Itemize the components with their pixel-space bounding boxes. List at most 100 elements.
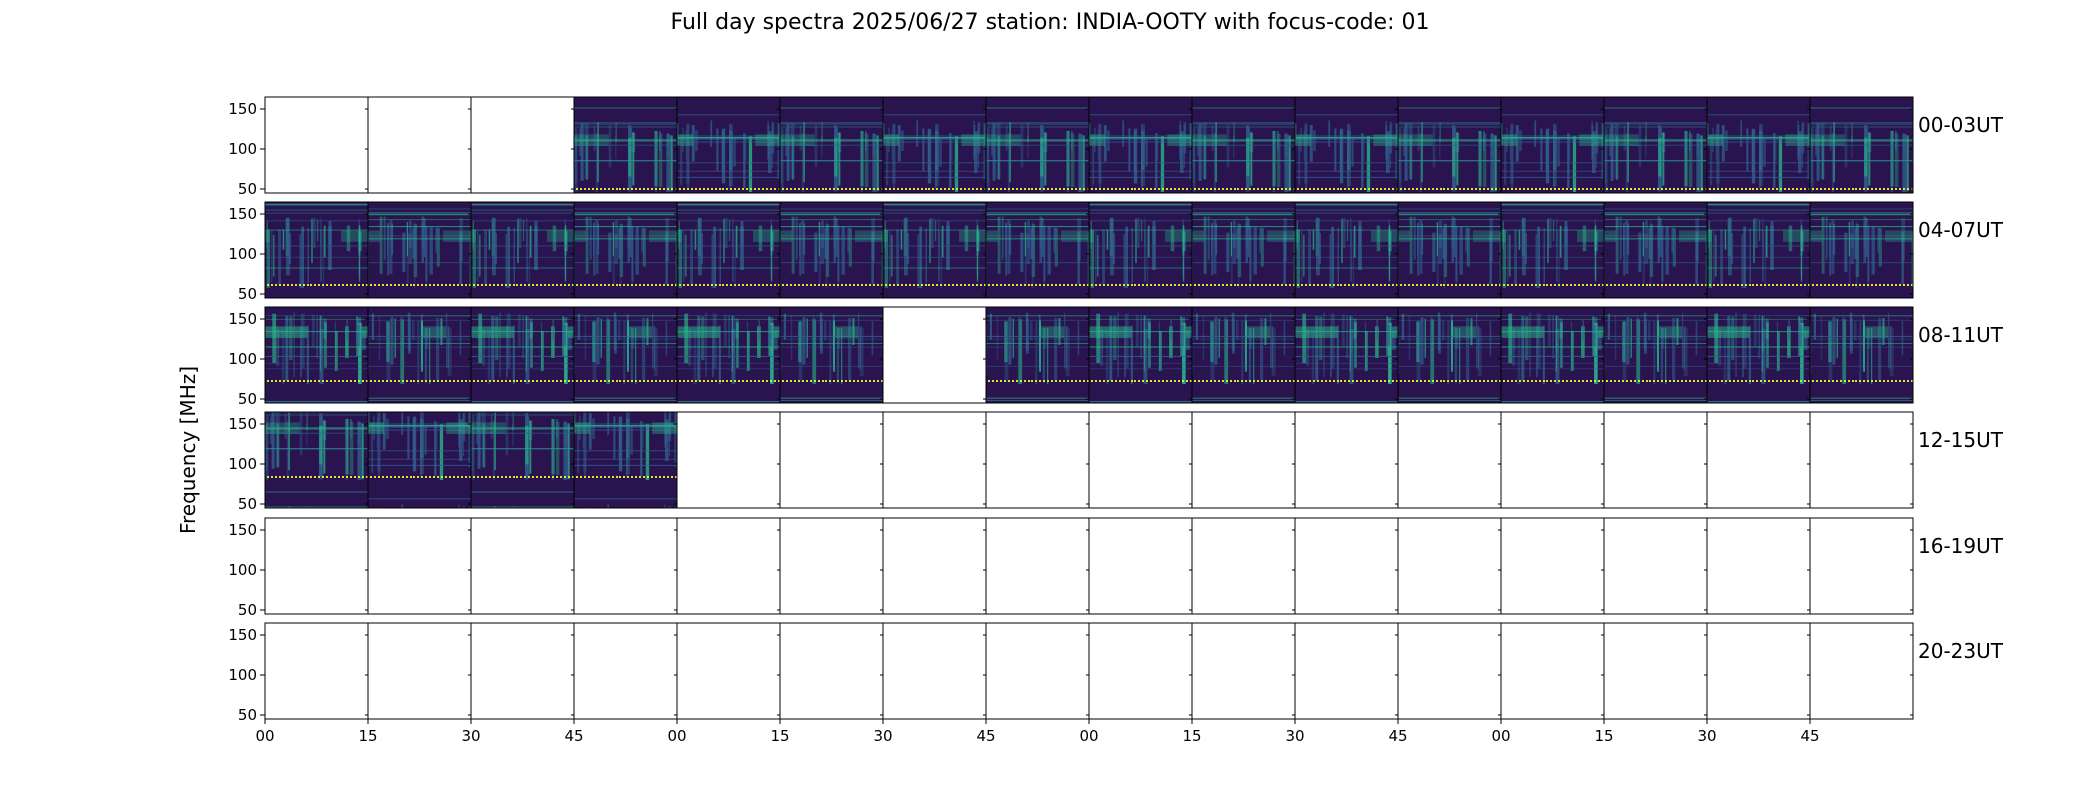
x-tick-label: 00: [1079, 727, 1098, 745]
x-tick-label: 45: [1800, 727, 1819, 745]
row-label: 20-23UT: [1918, 639, 2003, 663]
spectrum-panel: [1191, 517, 1296, 615]
spectrum-panel: [1191, 201, 1296, 299]
y-tick-label: 100: [228, 666, 257, 684]
spectrum-panel: [1706, 517, 1811, 615]
spectrum-panel: [264, 306, 369, 404]
spectrum-panel: [367, 411, 472, 509]
x-tick-label: 45: [1388, 727, 1407, 745]
y-tick-label: 150: [228, 205, 257, 223]
spectrum-panel: [1397, 201, 1502, 299]
spectrum-panel: [470, 96, 575, 194]
spectrum-panel: [470, 411, 575, 509]
y-tick-label: 100: [228, 350, 257, 368]
row-label: 00-03UT: [1918, 113, 2003, 137]
spectrum-panel: [1809, 201, 1914, 299]
y-tick-label: 50: [238, 180, 257, 198]
spectrum-panel: [1397, 622, 1502, 720]
spectrum-panel: [779, 306, 884, 404]
spectrum-panel: [1088, 201, 1193, 299]
x-tick-label: 45: [976, 727, 995, 745]
spectrum-panel: [676, 96, 781, 194]
spectrum-panel: [1088, 96, 1193, 194]
spectrum-panel: [1397, 306, 1502, 404]
y-tick-label: 50: [238, 601, 257, 619]
spectrum-panel: [264, 96, 369, 194]
spectrum-panel: [1088, 306, 1193, 404]
spectrum-panel: [264, 411, 369, 509]
spectrum-panel: [573, 411, 678, 509]
spectrum-panel: [367, 517, 472, 615]
spectrum-panel: [985, 411, 1090, 509]
spectrum-panel: [882, 517, 987, 615]
x-tick-label: 00: [667, 727, 686, 745]
spectrum-panel: [1294, 622, 1399, 720]
x-axis-ticks: 00 15 30 45 00 15 30 45 00 15 30 45 00 15 30 45: [255, 719, 1820, 745]
x-tick-label: 15: [358, 727, 377, 745]
spectrum-panel: [1294, 201, 1399, 299]
spectrum-panel: [1603, 96, 1708, 194]
spectrum-panel: [1809, 411, 1914, 509]
spectrum-panel: [779, 411, 884, 509]
spectrum-panel: [573, 517, 678, 615]
y-tick-label: 50: [238, 390, 257, 408]
spectrum-panel: [573, 622, 678, 720]
y-tick-label: 150: [228, 521, 257, 539]
row-label: 08-11UT: [1918, 323, 2003, 347]
spectrum-panel: [470, 306, 575, 404]
spectrum-panel: [676, 622, 781, 720]
spectrum-panel: [367, 96, 472, 194]
spectrum-panel: [1500, 306, 1605, 404]
spectrum-panel: [882, 622, 987, 720]
y-tick-label: 100: [228, 245, 257, 263]
spectrum-panel: [1191, 96, 1296, 194]
spectrum-panel: [1191, 306, 1296, 404]
spectrum-panel: [985, 201, 1090, 299]
spectrum-panel: [1088, 622, 1193, 720]
spectrum-panel: [1809, 96, 1914, 194]
spectrum-panel: [573, 201, 678, 299]
spectrum-panel: [676, 306, 781, 404]
spectrum-panel: [470, 201, 575, 299]
spectrum-panel: [1294, 517, 1399, 615]
spectrum-panel: [1603, 517, 1708, 615]
spectrum-panel: [573, 96, 678, 194]
y-tick-label: 150: [228, 415, 257, 433]
row-label: 12-15UT: [1918, 428, 2003, 452]
spectrum-panel: [779, 622, 884, 720]
x-tick-label: 15: [1182, 727, 1201, 745]
spectrum-panel: [1706, 96, 1811, 194]
spectrum-panel: [1088, 411, 1193, 509]
x-tick-label: 30: [1697, 727, 1716, 745]
spectrum-panel: [676, 201, 781, 299]
spectrum-panel: [985, 96, 1090, 194]
spectrum-panel: [367, 622, 472, 720]
spectrum-panel: [882, 96, 987, 194]
spectrum-panel: [1397, 411, 1502, 509]
y-tick-label: 100: [228, 455, 257, 473]
y-tick-label: 50: [238, 706, 257, 724]
x-tick-label: 15: [1594, 727, 1613, 745]
y-tick-label: 50: [238, 285, 257, 303]
y-tick-label: 100: [228, 140, 257, 158]
spectrum-panel: [367, 306, 472, 404]
spectrum-panel: [1603, 411, 1708, 509]
spectrum-panel: [882, 411, 987, 509]
chart-title: Full day spectra 2025/06/27 station: IND…: [670, 10, 1430, 35]
spectrum-panel: [1809, 622, 1914, 720]
spectrum-panel: [1500, 411, 1605, 509]
spectrum-panel: [264, 517, 369, 615]
spectrum-panel: [1603, 622, 1708, 720]
spectrum-panel: [779, 201, 884, 299]
panel-grid: [264, 96, 1914, 720]
spectrum-panel: [985, 517, 1090, 615]
spectrum-panel: [985, 306, 1090, 404]
spectrum-panel: [676, 517, 781, 615]
spectrum-panel: [1500, 201, 1605, 299]
row-label: 04-07UT: [1918, 218, 2003, 242]
spectrum-panel: [1397, 96, 1502, 194]
spectrum-panel: [882, 201, 987, 299]
y-tick-label: 150: [228, 626, 257, 644]
spectrum-panel: [1603, 306, 1708, 404]
